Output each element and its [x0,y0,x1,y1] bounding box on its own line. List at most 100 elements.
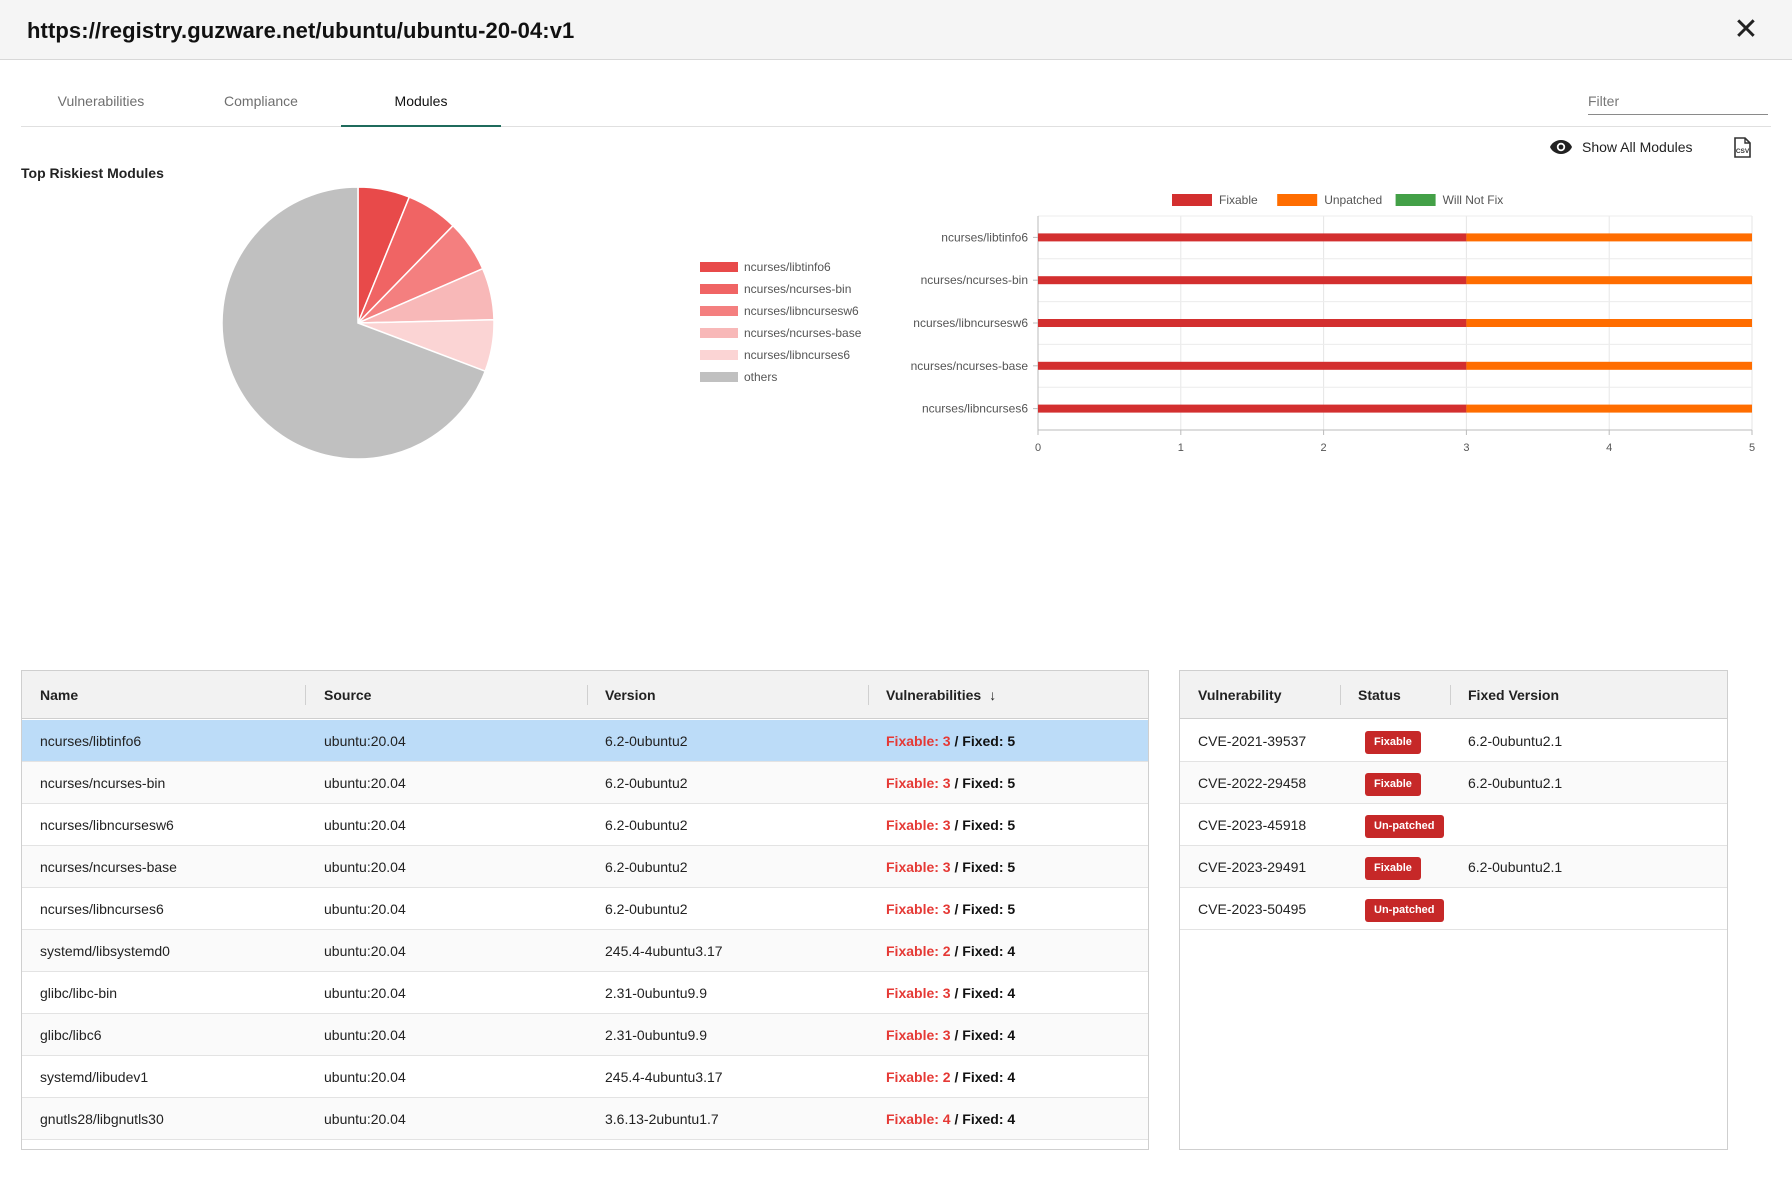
fixed-count: Fixed: 5 [962,859,1016,875]
module-name: ncurses/ncurses-bin [40,775,166,791]
count-separator: / [950,1111,963,1127]
x-tick-label: 5 [1749,442,1755,454]
column-header-vulnerabilities[interactable]: Vulnerabilities ↓ [886,671,996,719]
legend-swatch [1277,194,1318,206]
table-row[interactable]: gnutls28/libgnutls30 ubuntu:20.04 3.6.13-2… [22,1098,1148,1140]
module-name: ncurses/ncurses-base [40,859,177,875]
table-row[interactable]: ncurses/libtinfo6 ubuntu:20.04 6.2-0ubuntu… [22,720,1148,762]
module-vulnerabilities: Fixable: 3 / Fixed: 5 [886,720,1015,762]
bar-unpatched-ncurses-ncurses-base[interactable] [1466,361,1752,370]
column-header-source[interactable]: Source [324,687,372,703]
close-icon[interactable]: ✕ [1733,13,1759,46]
module-source: ubuntu:20.04 [324,901,406,917]
module-vulnerabilities: Fixable: 3 / Fixed: 5 [886,762,1015,804]
legend-label: Fixable [1219,193,1258,207]
bar-unpatched-ncurses-libncurses6[interactable] [1466,404,1752,413]
table-row[interactable]: ncurses/libncursesw6 ubuntu:20.04 6.2-0ubu… [22,804,1148,846]
module-name: gnutls28/libgnutls30 [40,1111,164,1127]
count-separator: / [950,817,963,833]
table-row[interactable]: CVE-2023-45918 Un-patched [1180,804,1727,846]
bar-unpatched-ncurses-ncurses-bin[interactable] [1466,276,1752,285]
fixed-count: Fixed: 5 [962,817,1016,833]
legend-swatch [700,328,738,338]
column-header-fixed-version[interactable]: Fixed Version [1468,687,1560,703]
show-all-modules-button[interactable]: Show All Modules [1549,136,1693,158]
table-row[interactable]: glibc/libc-bin ubuntu:20.04 2.31-0ubuntu9.… [22,972,1148,1014]
column-header-vulnerability[interactable]: Vulnerability [1198,687,1282,703]
fixed-count: Fixed: 4 [962,985,1016,1001]
module-name: ncurses/libncursesw6 [40,817,174,833]
pie-legend-item[interactable]: others [700,366,861,388]
column-header-vulnerabilities-label: Vulnerabilities [886,687,982,703]
legend-swatch [700,350,738,360]
bar-fixable-ncurses-ncurses-bin[interactable] [1038,276,1467,285]
pie-legend-item[interactable]: ncurses/libncurses6 [700,344,861,366]
riskiest-modules-pie-chart [221,186,495,460]
show-all-modules-label: Show All Modules [1582,139,1693,155]
module-vulnerabilities: Fixable: 3 / Fixed: 4 [886,1014,1015,1056]
table-row[interactable]: ncurses/libncurses6 ubuntu:20.04 6.2-0ubun… [22,888,1148,930]
bar-legend-item-fixable[interactable]: Fixable [1172,193,1258,207]
fixed-count: Fixed: 5 [962,733,1016,749]
module-vulnerability-bar-chart: Fixable Unpatched Will Not Fix 0 1 2 3 4 5 ncurse… [911,193,1755,454]
module-vulnerabilities: Fixable: 3 / Fixed: 5 [886,846,1015,888]
bar-fixable-ncurses-libtinfo6[interactable] [1038,233,1467,242]
fixable-count: Fixable: 4 [886,1111,951,1127]
pie-slice-others[interactable] [221,186,487,460]
cve-id: CVE-2023-29491 [1198,859,1307,875]
legend-label: ncurses/ncurses-base [744,326,862,340]
module-source: ubuntu:20.04 [324,733,406,749]
svg-text:CSV: CSV [1736,148,1750,155]
table-row[interactable]: systemd/libsystemd0 ubuntu:20.04 245.4-4ub… [22,930,1148,972]
eye-icon [1550,140,1572,154]
table-row[interactable]: ncurses/ncurses-bin ubuntu:20.04 6.2-0ubun… [22,762,1148,804]
table-row[interactable]: CVE-2023-50495 Un-patched [1180,888,1727,930]
module-version: 6.2-0ubuntu2 [605,901,688,917]
count-separator: / [950,775,963,791]
column-header-status[interactable]: Status [1358,687,1401,703]
module-source: ubuntu:20.04 [324,1111,406,1127]
module-version: 2.31-0ubuntu9.9 [605,1027,707,1043]
column-header-name[interactable]: Name [40,687,79,703]
column-divider [587,685,588,705]
bar-fixable-ncurses-libncursesw6[interactable] [1038,319,1467,327]
table-row[interactable]: CVE-2023-29491 Fixable 6.2-0ubuntu2.1 [1180,846,1727,888]
y-tick-label: ncurses/libtinfo6 [941,230,1028,244]
y-tick-label: ncurses/ncurses-bin [921,273,1028,287]
pie-legend-item[interactable]: ncurses/ncurses-base [700,322,861,344]
bar-unpatched-ncurses-libtinfo6[interactable] [1466,233,1752,242]
table-row[interactable]: glibc/libc6 ubuntu:20.04 2.31-0ubuntu9.9 Fi… [22,1014,1148,1056]
legend-label: ncurses/ncurses-bin [744,282,852,296]
module-version: 2.31-0ubuntu9.9 [605,985,707,1001]
cve-id: CVE-2022-29458 [1198,775,1307,791]
pie-legend-item[interactable]: ncurses/ncurses-bin [700,278,861,300]
pie-legend-item[interactable]: ncurses/libtinfo6 [700,256,861,278]
fixed-version: 6.2-0ubuntu2.1 [1468,775,1563,791]
tab-compliance[interactable]: Compliance [224,93,298,109]
column-header-version[interactable]: Version [605,687,656,703]
bar-fixable-ncurses-libncurses6[interactable] [1038,404,1467,413]
table-row[interactable]: CVE-2021-39537 Fixable 6.2-0ubuntu2.1 [1180,720,1727,762]
table-row[interactable]: ncurses/ncurses-base ubuntu:20.04 6.2-0ubu… [22,846,1148,888]
module-version: 6.2-0ubuntu2 [605,733,688,749]
bar-legend-item-will-not-fix[interactable]: Will Not Fix [1395,193,1504,207]
section-title: Top Riskiest Modules [21,165,164,181]
module-name: glibc/libc6 [40,1027,102,1043]
module-vulnerabilities: Fixable: 4 / Fixed: 4 [886,1098,1015,1140]
bar-fixable-ncurses-ncurses-base[interactable] [1038,361,1467,370]
filter-input[interactable] [1588,88,1768,115]
sort-down-icon[interactable]: ↓ [989,687,997,703]
module-name: glibc/libc-bin [40,985,118,1001]
table-row[interactable]: CVE-2022-29458 Fixable 6.2-0ubuntu2.1 [1180,762,1727,804]
tab-modules[interactable]: Modules [341,78,501,127]
module-source: ubuntu:20.04 [324,1069,406,1085]
legend-swatch [700,372,738,382]
bar-unpatched-ncurses-libncursesw6[interactable] [1466,319,1752,327]
pie-legend-item[interactable]: ncurses/libncursesw6 [700,300,861,322]
tab-vulnerabilities[interactable]: Vulnerabilities [57,93,145,109]
count-separator: / [950,901,963,917]
csv-export-icon[interactable]: CSV [1732,137,1752,159]
table-row[interactable]: systemd/libudev1 ubuntu:20.04 245.4-4ubunt… [22,1056,1148,1098]
legend-swatch [700,306,738,316]
bar-legend-item-unpatched[interactable]: Unpatched [1277,193,1382,207]
